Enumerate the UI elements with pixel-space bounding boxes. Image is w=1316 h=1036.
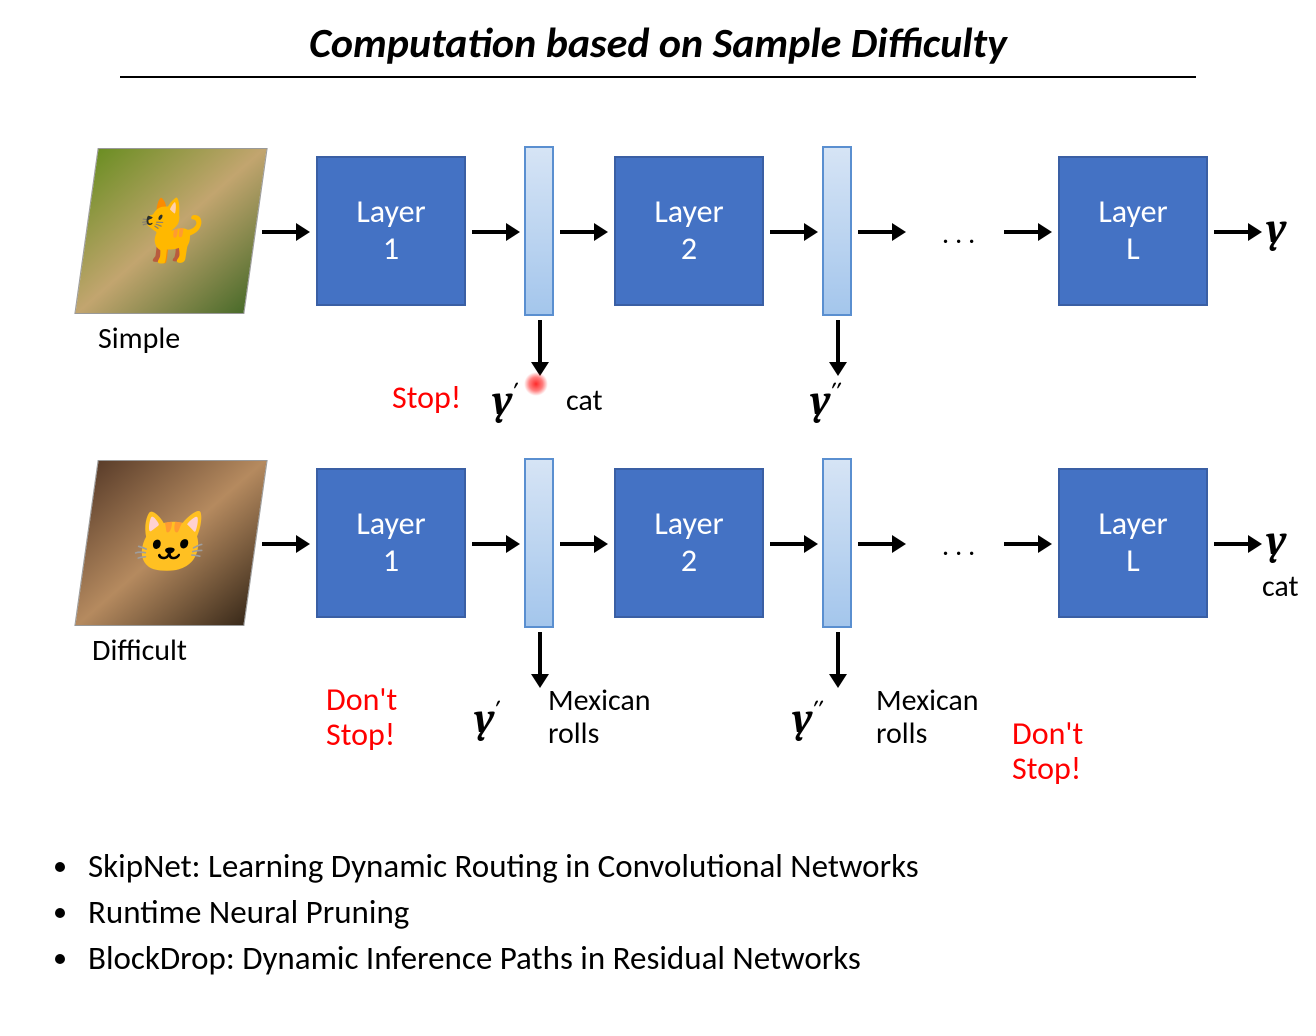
layer-text: 1: [383, 231, 399, 268]
y-prime-top: y′: [492, 376, 518, 425]
pred-cat-top: cat: [566, 384, 603, 417]
arrow-icon: [560, 218, 608, 246]
exit-layer-1-bot: [524, 458, 554, 628]
layer-text: Layer: [1098, 506, 1167, 543]
bullet-item: SkipNet: Learning Dynamic Routing in Con…: [82, 846, 919, 886]
pred-mexican-2: Mexicanrolls: [876, 684, 1016, 750]
layer-text: L: [1126, 543, 1139, 580]
layer-text: 1: [383, 543, 399, 580]
laser-pointer-icon: [524, 372, 548, 396]
arrow-down-icon: [528, 320, 552, 376]
arrow-down-icon: [826, 320, 850, 376]
layer-text: L: [1126, 231, 1139, 268]
arrow-icon: [1214, 530, 1262, 558]
y-final-bot: y: [1266, 516, 1287, 565]
dont-stop-1: Don'tStop!: [326, 682, 436, 752]
arrow-icon: [262, 530, 310, 558]
layer-text: Layer: [654, 506, 723, 543]
input-image-simple: 🐈: [74, 148, 267, 314]
y-doubleprime-bot: y′′: [792, 694, 823, 743]
y-prime-bot: y′: [474, 694, 500, 743]
layer-text: Layer: [1098, 194, 1167, 231]
layer-text: Layer: [654, 194, 723, 231]
pred-mexican-1: Mexicanrolls: [548, 684, 688, 750]
arrow-icon: [1004, 530, 1052, 558]
arrow-icon: [262, 218, 310, 246]
layer-2-box-top: Layer 2: [614, 156, 764, 306]
reference-bullets: SkipNet: Learning Dynamic Routing in Con…: [48, 846, 919, 984]
layer-text: Layer: [356, 194, 425, 231]
ellipsis-icon: ...: [942, 216, 981, 251]
y-doubleprime-top: y′′: [810, 376, 841, 425]
exit-layer-1-top: [524, 146, 554, 316]
layer-1-box-top: Layer 1: [316, 156, 466, 306]
arrow-icon: [472, 530, 520, 558]
layer-text: 2: [681, 231, 697, 268]
layer-L-box-top: Layer L: [1058, 156, 1208, 306]
layer-1-box-bot: Layer 1: [316, 468, 466, 618]
bullet-item: Runtime Neural Pruning: [82, 892, 919, 932]
arrow-icon: [770, 218, 818, 246]
y-final-top: y: [1266, 204, 1287, 253]
arrow-icon: [472, 218, 520, 246]
arrow-down-icon: [826, 632, 850, 688]
arrow-icon: [770, 530, 818, 558]
layer-text: 2: [681, 543, 697, 580]
layer-text: Layer: [356, 506, 425, 543]
pred-cat-bot: cat: [1262, 570, 1299, 603]
arrow-icon: [1214, 218, 1262, 246]
dont-stop-2: Don'tStop!: [1012, 716, 1122, 786]
label-simple: Simple: [98, 320, 180, 357]
cat-emoji: 🐈: [129, 195, 214, 268]
ellipsis-icon: ...: [942, 528, 981, 563]
input-image-difficult: 🐱: [74, 460, 267, 626]
arrow-icon: [560, 530, 608, 558]
arrow-down-icon: [528, 632, 552, 688]
label-difficult: Difficult: [92, 632, 187, 669]
layer-2-box-bot: Layer 2: [614, 468, 764, 618]
arrow-icon: [1004, 218, 1052, 246]
layer-L-box-bot: Layer L: [1058, 468, 1208, 618]
arrow-icon: [858, 218, 906, 246]
exit-layer-2-top: [822, 146, 852, 316]
bullet-item: BlockDrop: Dynamic Inference Paths in Re…: [82, 938, 919, 978]
arrow-icon: [858, 530, 906, 558]
exit-layer-2-bot: [822, 458, 852, 628]
cat-emoji-2: 🐱: [129, 507, 214, 580]
stop-label: Stop!: [392, 380, 461, 415]
